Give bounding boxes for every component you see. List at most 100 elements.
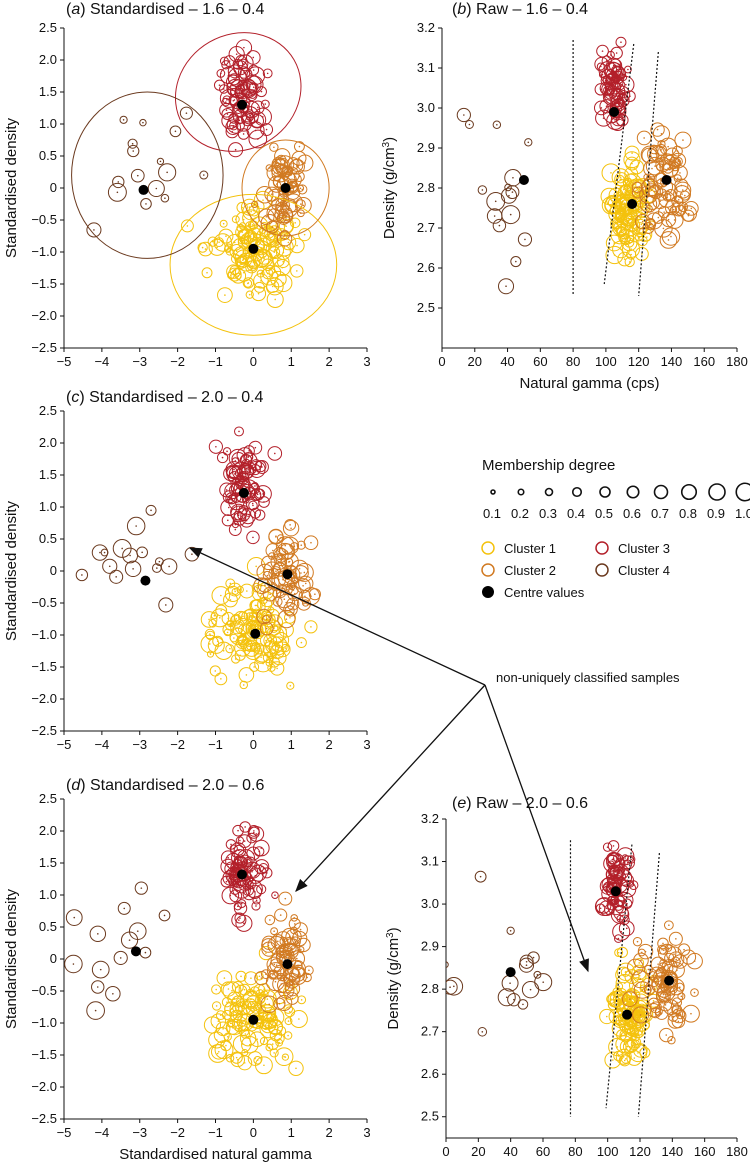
data-point-dot xyxy=(269,593,271,595)
data-point-dot xyxy=(291,997,294,1000)
data-point-dot xyxy=(284,647,287,649)
data-point-dot xyxy=(244,1021,247,1023)
data-point-dot xyxy=(230,1008,233,1010)
data-point xyxy=(239,680,248,690)
data-point-dot xyxy=(657,1010,660,1013)
y-tick-label: 0.5 xyxy=(39,919,57,934)
data-point-dot xyxy=(249,638,251,641)
data-point-dot xyxy=(216,246,218,249)
data-point-dot xyxy=(295,1067,297,1070)
data-point-dot xyxy=(254,874,257,877)
data-point xyxy=(265,1043,274,1052)
data-point xyxy=(255,989,265,998)
x-tick-label: 120 xyxy=(629,1144,651,1159)
data-point xyxy=(266,956,283,973)
data-point xyxy=(230,503,248,521)
data-point xyxy=(235,970,247,982)
data-point xyxy=(227,582,242,597)
data-point xyxy=(248,611,259,622)
data-point xyxy=(639,984,648,993)
data-point xyxy=(614,172,629,187)
data-point-dot xyxy=(122,119,125,121)
data-point xyxy=(270,934,286,949)
data-point xyxy=(207,236,218,247)
data-point-dot xyxy=(481,189,484,191)
data-point-dot xyxy=(498,224,501,227)
data-point xyxy=(603,85,623,105)
data-point-dot xyxy=(232,270,235,273)
data-point-dot xyxy=(292,603,294,605)
data-point xyxy=(251,286,267,302)
data-point-dot xyxy=(230,870,233,873)
data-point-dot xyxy=(310,626,312,628)
data-point xyxy=(607,840,620,852)
data-point-dot xyxy=(481,1031,484,1033)
panel-title: (b) Raw – 1.6 – 0.4 xyxy=(452,1,588,18)
data-point-dot xyxy=(234,523,237,526)
data-point-dot xyxy=(619,913,621,916)
data-point-dot xyxy=(252,615,255,618)
data-point xyxy=(615,226,627,237)
data-point xyxy=(252,839,270,857)
data-point-dot xyxy=(208,643,211,645)
data-point xyxy=(241,1035,259,1054)
data-point-dot xyxy=(252,86,255,89)
data-point-dot xyxy=(264,590,267,592)
data-point-dot xyxy=(250,210,252,213)
data-point xyxy=(65,909,83,926)
data-point-dot xyxy=(280,976,282,978)
data-point-dot xyxy=(227,246,230,249)
data-point-dot xyxy=(676,1001,678,1004)
data-point xyxy=(100,548,109,557)
data-point xyxy=(236,252,256,272)
data-point xyxy=(690,988,699,997)
data-point xyxy=(271,650,287,666)
data-point-dot xyxy=(613,874,616,877)
data-point-dot xyxy=(301,188,304,191)
data-point xyxy=(281,643,290,653)
data-point-dot xyxy=(619,900,621,902)
y-tick-label: 2.7 xyxy=(417,220,435,235)
data-point xyxy=(209,665,221,677)
data-point-dot xyxy=(233,880,235,882)
data-point-dot xyxy=(660,179,662,181)
data-point xyxy=(669,206,678,214)
data-point-dot xyxy=(259,992,261,995)
data-point-dot xyxy=(651,975,654,977)
data-point xyxy=(246,530,260,545)
data-point-dot xyxy=(606,846,609,848)
data-point xyxy=(126,516,146,536)
y-tick-label: −1.5 xyxy=(31,1047,57,1062)
data-point xyxy=(272,158,289,176)
data-point-dot xyxy=(241,481,244,484)
data-point-dot xyxy=(633,1030,636,1032)
x-tick-label: −4 xyxy=(94,354,109,369)
data-point-dot xyxy=(241,1021,244,1024)
data-point-dot xyxy=(690,207,693,210)
data-point-dot xyxy=(622,93,625,95)
legend-swatch xyxy=(595,541,609,555)
data-point xyxy=(231,654,241,664)
data-point-dot xyxy=(233,241,236,244)
centre-point xyxy=(661,175,672,185)
data-point xyxy=(86,1001,105,1020)
data-point-dot xyxy=(276,667,278,670)
data-point-dot xyxy=(252,831,255,834)
data-point xyxy=(643,964,653,975)
data-point xyxy=(217,287,233,303)
data-point xyxy=(667,1013,684,1029)
data-point-dot xyxy=(661,948,663,951)
data-point xyxy=(504,183,512,192)
data-point-dot xyxy=(249,643,252,646)
data-point xyxy=(248,111,267,129)
data-point xyxy=(602,842,613,852)
data-point xyxy=(618,920,635,937)
legend-degree-label: 1.0 xyxy=(735,506,750,521)
data-point-dot xyxy=(617,951,620,954)
panel-letter-close: ) xyxy=(80,1,85,18)
data-point xyxy=(215,604,228,617)
y-tick-label: 3.0 xyxy=(417,100,435,115)
data-point-dot xyxy=(289,616,291,619)
data-point xyxy=(609,990,629,1009)
